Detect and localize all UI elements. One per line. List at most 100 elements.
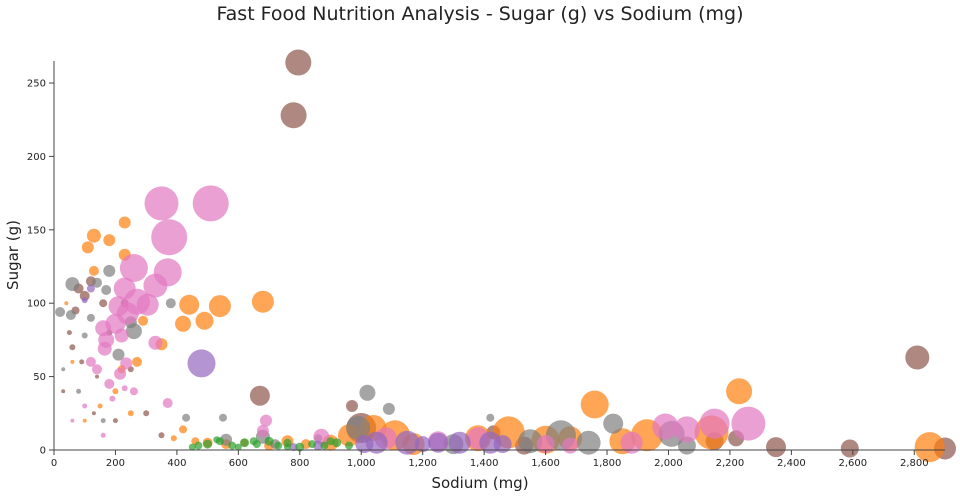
data-point-5-13[interactable] [194, 441, 203, 450]
data-point-5-3[interactable] [240, 438, 249, 448]
data-point-0-6[interactable] [840, 439, 859, 458]
data-point-4-8[interactable] [414, 436, 431, 453]
data-point-1-32[interactable] [97, 403, 103, 409]
data-point-5-0[interactable] [203, 439, 213, 449]
data-point-2-20[interactable] [86, 313, 95, 322]
data-point-0-26[interactable] [66, 330, 72, 336]
data-point-4-6[interactable] [493, 435, 512, 454]
data-point-3-32[interactable] [148, 335, 163, 350]
data-point-5-2[interactable] [228, 441, 237, 450]
data-point-5-17[interactable] [284, 443, 291, 451]
data-point-2-11[interactable] [65, 277, 80, 292]
data-point-1-43[interactable] [70, 359, 75, 364]
data-point-2-10[interactable] [219, 413, 227, 422]
data-point-2-30[interactable] [61, 367, 66, 372]
data-point-1-44[interactable] [64, 301, 69, 306]
data-point-3-35[interactable] [100, 432, 106, 438]
data-point-3-2[interactable] [652, 413, 679, 440]
data-point-3-28[interactable] [114, 367, 127, 380]
data-point-2-13[interactable] [55, 307, 66, 317]
data-point-5-14[interactable] [188, 443, 196, 451]
data-point-3-10[interactable] [256, 424, 269, 437]
data-point-2-29[interactable] [76, 388, 82, 394]
data-point-0-17[interactable] [69, 344, 76, 351]
data-point-0-1[interactable] [280, 102, 307, 129]
data-point-4-10[interactable] [81, 297, 88, 304]
data-point-0-23[interactable] [112, 418, 118, 424]
data-point-3-24[interactable] [95, 320, 112, 337]
data-point-2-1[interactable] [603, 413, 624, 434]
data-point-2-12[interactable] [65, 310, 76, 320]
data-point-1-33[interactable] [82, 418, 87, 423]
data-point-2-5[interactable] [382, 402, 395, 415]
data-point-4-9[interactable] [86, 284, 95, 293]
data-point-2-27[interactable] [576, 430, 601, 455]
data-point-5-19[interactable] [326, 437, 335, 446]
data-point-4-12[interactable] [289, 443, 298, 452]
data-point-3-15[interactable] [119, 254, 148, 282]
data-point-1-28[interactable] [132, 356, 142, 367]
data-point-3-27[interactable] [120, 357, 133, 370]
data-point-1-1[interactable] [726, 378, 753, 405]
data-point-0-2[interactable] [905, 345, 930, 370]
data-point-0-3[interactable] [249, 385, 270, 406]
data-point-1-17[interactable] [195, 311, 214, 330]
data-point-5-5[interactable] [264, 436, 274, 446]
data-point-3-3[interactable] [673, 416, 700, 443]
data-point-4-2[interactable] [395, 430, 420, 455]
data-point-1-22[interactable] [86, 228, 101, 243]
data-point-4-3[interactable] [428, 432, 449, 453]
data-point-2-19[interactable] [112, 348, 125, 361]
data-point-0-5[interactable] [766, 437, 786, 458]
data-point-2-22[interactable] [165, 298, 176, 309]
data-point-3-4[interactable] [620, 431, 643, 454]
data-point-1-35[interactable] [170, 435, 177, 442]
data-point-1-26[interactable] [88, 265, 99, 276]
data-point-1-3[interactable] [580, 390, 609, 419]
data-point-5-12[interactable] [345, 441, 353, 450]
data-point-3-20[interactable] [136, 293, 159, 316]
data-point-2-4[interactable] [486, 413, 495, 422]
data-point-0-18[interactable] [99, 299, 108, 308]
data-point-5-18[interactable] [213, 436, 221, 444]
data-point-1-24[interactable] [103, 234, 116, 247]
data-point-3-13[interactable] [151, 219, 188, 256]
data-point-0-29[interactable] [158, 432, 165, 439]
data-point-1-18[interactable] [179, 294, 200, 315]
data-point-0-0[interactable] [285, 49, 312, 76]
data-point-2-6[interactable] [359, 384, 376, 401]
data-point-3-16[interactable] [143, 273, 168, 298]
data-point-0-11[interactable] [346, 400, 358, 412]
data-point-0-21[interactable] [61, 389, 66, 394]
data-point-5-11[interactable] [332, 438, 342, 448]
data-point-1-16[interactable] [208, 295, 231, 318]
data-point-1-15[interactable] [251, 290, 274, 313]
data-point-3-29[interactable] [104, 378, 115, 389]
data-point-5-8[interactable] [295, 442, 305, 452]
data-point-3-31[interactable] [85, 356, 96, 367]
data-point-3-12[interactable] [144, 186, 179, 221]
data-point-3-40[interactable] [562, 437, 579, 454]
data-point-3-39[interactable] [536, 435, 555, 454]
data-point-3-38[interactable] [109, 395, 116, 402]
data-point-1-31[interactable] [127, 410, 134, 417]
data-point-4-0[interactable] [187, 349, 216, 378]
data-point-2-23[interactable] [182, 413, 191, 422]
data-point-3-9[interactable] [260, 414, 272, 427]
data-point-1-23[interactable] [81, 241, 94, 254]
data-point-5-16[interactable] [249, 437, 258, 446]
data-point-5-15[interactable] [234, 443, 242, 451]
data-point-1-0[interactable] [914, 432, 945, 463]
data-point-0-14[interactable] [79, 290, 90, 301]
data-point-3-37[interactable] [70, 418, 75, 423]
data-point-2-21[interactable] [81, 332, 88, 339]
data-point-3-1[interactable] [699, 408, 730, 439]
data-point-0-22[interactable] [91, 411, 96, 416]
data-point-3-34[interactable] [129, 387, 138, 396]
data-point-2-15[interactable] [101, 285, 112, 295]
data-point-1-21[interactable] [118, 216, 131, 229]
data-point-4-4[interactable] [448, 431, 471, 454]
data-point-3-30[interactable] [92, 364, 102, 375]
data-point-3-33[interactable] [162, 398, 173, 408]
data-point-3-0[interactable] [731, 406, 766, 441]
